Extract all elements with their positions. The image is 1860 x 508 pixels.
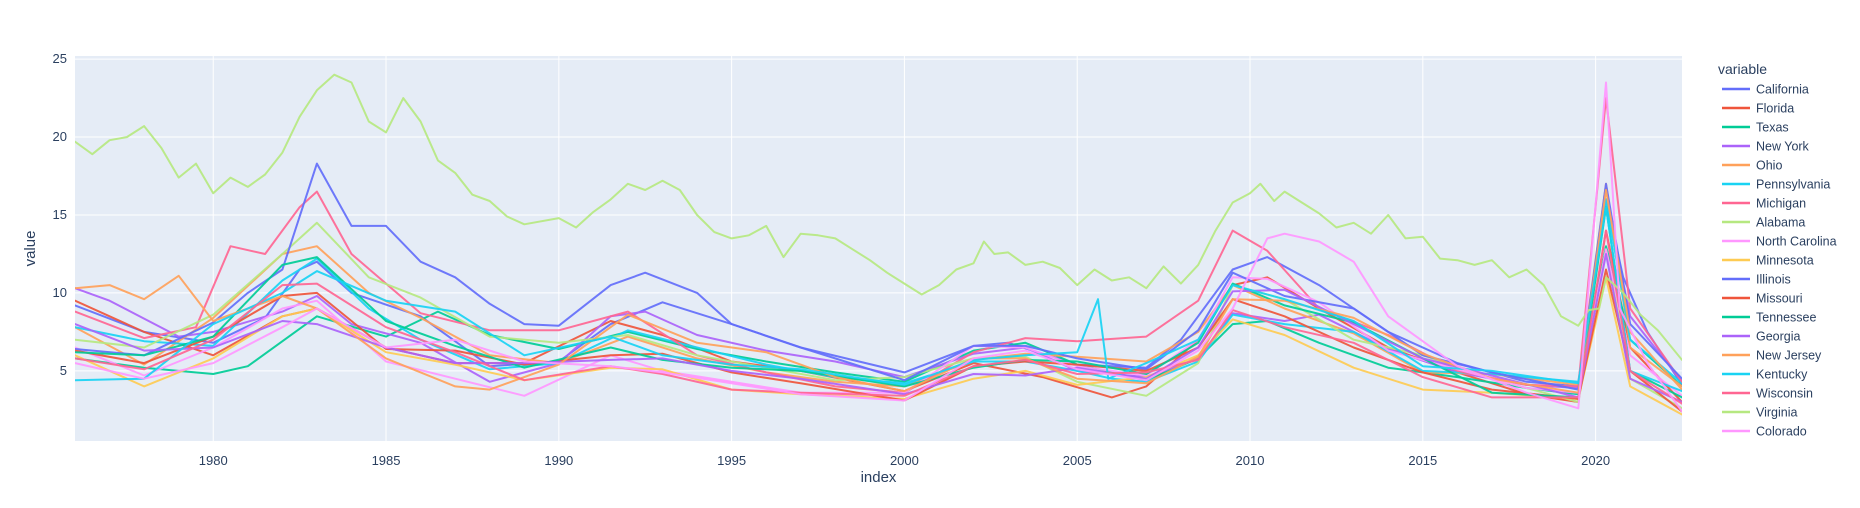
legend-item[interactable]: Florida <box>1722 102 1794 116</box>
legend-item[interactable]: Wisconsin <box>1722 387 1813 401</box>
series-lines <box>75 73 1682 416</box>
legend-item[interactable]: North Carolina <box>1722 235 1837 249</box>
legend-label: Alabama <box>1756 216 1805 230</box>
legend-item[interactable]: Michigan <box>1722 197 1806 211</box>
x-tick-label: 1990 <box>544 453 573 468</box>
legend-label: Kentucky <box>1756 368 1808 382</box>
legend-item[interactable]: Texas <box>1722 121 1789 135</box>
y-tick-label: 5 <box>60 363 67 378</box>
legend-label: New Jersey <box>1756 349 1822 363</box>
y-tick-label: 25 <box>53 51 67 66</box>
series-line-kentucky <box>75 206 1682 393</box>
x-tick-label: 2010 <box>1236 453 1265 468</box>
legend-items: California Florida Texas New York Ohio Pennsy… <box>1722 83 1837 439</box>
legend-title: variable <box>1718 61 1767 77</box>
legend-label: Texas <box>1756 121 1789 135</box>
legend-item[interactable]: Alabama <box>1722 216 1805 230</box>
y-tick-label: 20 <box>53 129 67 144</box>
legend-label: North Carolina <box>1756 235 1837 249</box>
legend-item[interactable]: Kentucky <box>1722 368 1808 382</box>
legend-item[interactable]: Minnesota <box>1722 254 1814 268</box>
y-tick-label: 15 <box>53 207 67 222</box>
x-tick-label: 2020 <box>1581 453 1610 468</box>
legend-label: Michigan <box>1756 197 1806 211</box>
legend-item[interactable]: California <box>1722 83 1809 97</box>
legend: variable California Florida Texas New York O… <box>1718 61 1837 439</box>
legend-label: Missouri <box>1756 292 1803 306</box>
legend-label: Wisconsin <box>1756 387 1813 401</box>
x-tick-label: 2000 <box>890 453 919 468</box>
x-tick-label: 1995 <box>717 453 746 468</box>
legend-label: Pennsylvania <box>1756 178 1830 192</box>
x-tick-label: 1980 <box>199 453 228 468</box>
y-tick-label: 10 <box>53 285 67 300</box>
legend-label: Tennessee <box>1756 311 1817 325</box>
legend-label: Minnesota <box>1756 254 1814 268</box>
x-axis-ticks: 1980 1985 1990 1995 2000 2005 2010 2015 2020 <box>199 453 1610 468</box>
y-axis-ticks: 5 10 15 20 25 <box>53 51 67 378</box>
series-line-illinois <box>75 162 1682 391</box>
legend-item[interactable]: Tennessee <box>1722 311 1817 325</box>
legend-label: Ohio <box>1756 159 1782 173</box>
x-tick-label: 2005 <box>1063 453 1092 468</box>
legend-item[interactable]: New Jersey <box>1722 349 1822 363</box>
legend-item[interactable]: Illinois <box>1722 273 1791 287</box>
legend-item[interactable]: Georgia <box>1722 330 1801 344</box>
series-line-wisconsin <box>75 229 1682 405</box>
plot-area-background <box>75 56 1682 441</box>
legend-label: Colorado <box>1756 425 1807 439</box>
series-line-tennessee <box>75 206 1682 399</box>
legend-label: Virginia <box>1756 406 1798 420</box>
x-tick-label: 1985 <box>372 453 401 468</box>
series-line-pennsylvania <box>75 198 1682 385</box>
legend-label: New York <box>1756 140 1810 154</box>
legend-item[interactable]: Missouri <box>1722 292 1803 306</box>
legend-label: Illinois <box>1756 273 1791 287</box>
legend-label: Georgia <box>1756 330 1801 344</box>
x-gridlines <box>212 56 1597 441</box>
legend-item[interactable]: Colorado <box>1722 425 1807 439</box>
y-axis-title: value <box>22 231 39 267</box>
x-axis-title: index <box>861 469 897 486</box>
legend-item[interactable]: Virginia <box>1722 406 1798 420</box>
legend-item[interactable]: Ohio <box>1722 159 1782 173</box>
legend-label: Florida <box>1756 102 1794 116</box>
legend-label: California <box>1756 83 1809 97</box>
x-tick-label: 2015 <box>1408 453 1437 468</box>
legend-item[interactable]: New York <box>1722 140 1810 154</box>
legend-item[interactable]: Pennsylvania <box>1722 178 1830 192</box>
series-line-colorado <box>75 81 1682 413</box>
series-line-virginia <box>75 73 1682 361</box>
series-line-new-jersey <box>75 189 1682 394</box>
